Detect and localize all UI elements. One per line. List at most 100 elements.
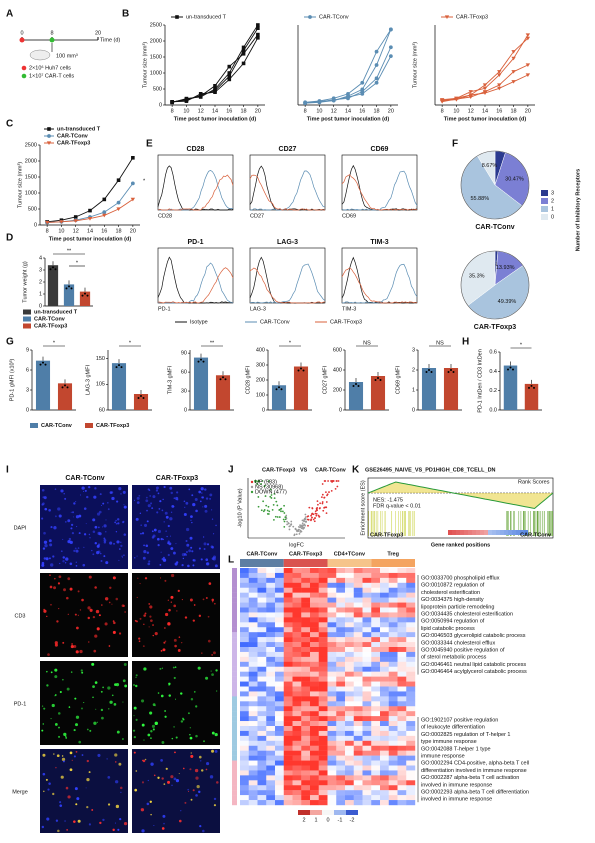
heatmap-cell <box>310 622 319 628</box>
cell-signal <box>147 779 149 782</box>
cell-signal <box>138 637 141 640</box>
cell-signal <box>62 678 64 681</box>
point <box>468 93 473 97</box>
cell-signal <box>100 690 103 693</box>
cell-signal <box>133 706 137 710</box>
heatmap-cell <box>318 632 328 638</box>
heatmap-cell <box>248 666 258 672</box>
go-term: GO:0034375 high-density <box>421 597 484 603</box>
replicate-dot <box>81 294 84 297</box>
heatmap-cell <box>292 750 302 756</box>
heatmap-cell <box>345 701 354 707</box>
cell-signal <box>75 549 79 553</box>
point <box>102 213 107 218</box>
bar <box>35 360 51 410</box>
heatmap-cell <box>240 780 249 786</box>
heatmap-cell <box>266 745 276 751</box>
cell-signal <box>57 829 60 833</box>
cell-signal <box>170 595 174 599</box>
heatmap-cell <box>362 612 372 618</box>
heatmap-cell <box>292 612 302 618</box>
heatmap-cell <box>283 622 293 628</box>
y-tick-label: 3 <box>412 347 415 353</box>
heatmap-cell <box>397 755 407 761</box>
heatmap-cell <box>240 785 249 791</box>
bar <box>47 265 59 306</box>
x-tick-label: 12 <box>331 108 337 114</box>
heatmap-cell <box>266 706 276 712</box>
heatmap-cell <box>388 587 398 593</box>
go-term: GO:0033700 phospholipid efflux <box>421 575 500 581</box>
cell-signal <box>194 768 199 773</box>
heatmap-cell <box>292 651 302 658</box>
cell-signal <box>160 551 162 553</box>
heatmap-cell <box>327 681 337 687</box>
heatmap-cell <box>310 568 319 574</box>
value-label: 49.39% <box>498 299 517 305</box>
cell-signal <box>83 507 87 510</box>
cell-signal <box>71 643 73 645</box>
y-tick-label: 105 <box>96 382 105 388</box>
heatmap-cell <box>310 597 319 603</box>
es-area <box>368 482 553 509</box>
heatmap-cell <box>257 647 267 653</box>
heatmap-cell <box>353 701 363 707</box>
cell-signal <box>203 542 207 546</box>
replicate-dot <box>142 397 145 399</box>
x-tick-label: 12 <box>468 108 474 114</box>
heatmap-cell <box>318 790 328 796</box>
cell-signal <box>44 543 48 548</box>
cell-signal <box>69 587 73 591</box>
heatmap-cell <box>362 617 372 623</box>
cell-signal <box>192 619 195 622</box>
heatmap-cell <box>371 795 381 801</box>
legend-label: CAR-TFoxp3 <box>34 323 67 329</box>
heatmap-cell <box>310 642 319 648</box>
cell-signal <box>168 542 172 546</box>
heatmap-cell <box>283 795 293 801</box>
cell-signal <box>52 555 55 558</box>
heatmap-cell <box>292 780 302 786</box>
heatmap-cell <box>388 740 398 746</box>
heatmap-cell <box>318 597 328 603</box>
go-term: cholesterol esterification <box>421 590 480 596</box>
heatmap-cell <box>362 750 372 756</box>
replicate-dot <box>357 385 360 387</box>
replicate-dot <box>70 287 73 290</box>
heatmap-cell <box>301 647 311 653</box>
cell-signal <box>143 544 145 547</box>
heatmap-cell <box>266 661 276 667</box>
heatmap-cell <box>388 651 398 658</box>
point <box>454 98 459 102</box>
cell-signal <box>94 541 97 545</box>
heatmap-cell <box>301 716 311 722</box>
heatmap-cell <box>248 582 258 588</box>
cell-signal <box>135 770 138 772</box>
heatmap-cell <box>345 592 354 598</box>
cell-signal <box>85 787 87 789</box>
cell-signal <box>159 500 162 503</box>
heatmap-cell <box>353 755 363 761</box>
cell-signal <box>165 515 169 519</box>
heatmap-cell <box>371 642 381 648</box>
heatmap-cell <box>406 592 416 598</box>
heatmap-cell <box>380 716 389 722</box>
heatmap-cell <box>275 790 284 796</box>
heatmap-cell <box>336 587 346 593</box>
cell-signal <box>184 506 186 509</box>
row-group <box>232 656 237 663</box>
heatmap-cell <box>257 686 267 692</box>
replicate-dot <box>275 388 278 391</box>
heatmap-cell <box>406 666 416 672</box>
cell-signal <box>105 561 109 565</box>
heatmap-cell <box>388 632 398 638</box>
cell-signal <box>64 497 67 500</box>
heatmap-cell <box>371 780 381 786</box>
heatmap-cell <box>397 661 407 667</box>
cell-signal <box>91 662 95 666</box>
heatmap-cell <box>248 755 258 761</box>
heatmap-cell <box>345 721 354 727</box>
heatmap-cell <box>353 656 363 663</box>
heatmap-cell <box>371 582 381 588</box>
replicate-dot <box>118 364 120 367</box>
